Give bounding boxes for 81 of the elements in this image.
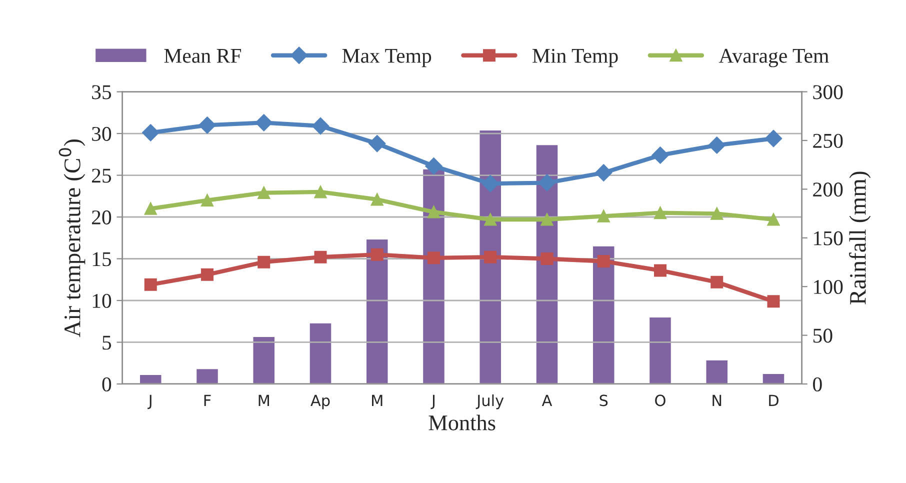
point	[595, 164, 612, 182]
x-tick-label: J	[148, 394, 152, 410]
legend-label: Avarage Tem	[718, 48, 829, 68]
bar	[478, 129, 502, 384]
bar	[648, 316, 672, 384]
bar	[138, 374, 163, 384]
x-axis-title: Months	[428, 414, 496, 430]
point	[710, 276, 724, 288]
point	[427, 206, 440, 218]
y-tick-label: 30	[92, 126, 112, 141]
y-tick-label: 20	[92, 210, 112, 224]
x-tick-label: O	[655, 394, 666, 406]
point	[484, 213, 497, 226]
point	[198, 116, 216, 134]
x-tick-label: A	[542, 394, 552, 406]
y2-axis-title: Rainfall (mm)	[849, 172, 871, 304]
point	[370, 248, 384, 261]
bar	[704, 358, 729, 384]
point	[370, 193, 384, 206]
x-tick-label: Ap	[310, 394, 330, 410]
point	[255, 114, 272, 132]
bar	[308, 322, 333, 384]
point	[258, 186, 270, 200]
x-tick-label: F	[204, 394, 211, 406]
point	[764, 130, 782, 148]
bar	[365, 238, 390, 384]
point	[710, 207, 724, 220]
point	[597, 255, 610, 268]
point	[425, 158, 442, 175]
point	[314, 186, 327, 198]
point	[482, 175, 499, 192]
y2-tick-label: 100	[814, 280, 843, 294]
point	[654, 264, 666, 277]
point	[200, 194, 214, 207]
y2-tick-label: 50	[813, 328, 832, 343]
bar	[195, 368, 220, 384]
x-tick-label: M	[258, 394, 269, 406]
point	[314, 250, 327, 264]
legend-label: Min Temp	[532, 48, 618, 68]
y-axis-title: Air temperature (C$^{0}$)	[58, 140, 86, 338]
x-tick-label: July	[476, 394, 504, 410]
point	[200, 268, 214, 281]
x-tick-label: J	[430, 394, 434, 410]
point	[597, 210, 610, 222]
point	[258, 256, 270, 268]
bar	[422, 168, 446, 384]
y-tick-label: 10	[92, 294, 112, 308]
y2-tick-label: 0	[813, 377, 822, 392]
x-tick-label: N	[712, 394, 722, 406]
y2-tick-label: 300	[813, 85, 843, 100]
point	[540, 252, 554, 265]
point	[142, 124, 160, 142]
point	[708, 136, 726, 154]
point	[144, 278, 157, 291]
point	[427, 252, 440, 264]
point	[767, 295, 780, 308]
point	[484, 250, 497, 264]
y2-tick-label: 150	[814, 231, 843, 246]
point	[312, 117, 330, 135]
y-tick-label: 25	[92, 168, 112, 183]
x-tick-label: D	[769, 394, 778, 406]
bar	[252, 336, 276, 384]
point	[144, 202, 157, 215]
point	[652, 146, 669, 164]
y-tick-label: 35	[92, 85, 112, 100]
y2-tick-label: 200	[813, 182, 843, 197]
point	[538, 174, 556, 192]
point	[368, 134, 386, 152]
point	[654, 206, 666, 220]
x-tick-label: M	[372, 394, 382, 406]
legend-label: Mean RF	[164, 49, 242, 63]
point	[540, 213, 554, 226]
x-tick-label: S	[600, 394, 608, 406]
legend-label: Max Temp	[342, 49, 432, 68]
y-tick-label: 5	[102, 336, 112, 350]
y2-tick-label: 250	[813, 134, 843, 148]
y-tick-label: 15	[92, 252, 112, 266]
point	[767, 213, 780, 226]
bar	[761, 372, 786, 384]
y-tick-label: 0	[102, 377, 112, 392]
bar	[592, 244, 616, 384]
